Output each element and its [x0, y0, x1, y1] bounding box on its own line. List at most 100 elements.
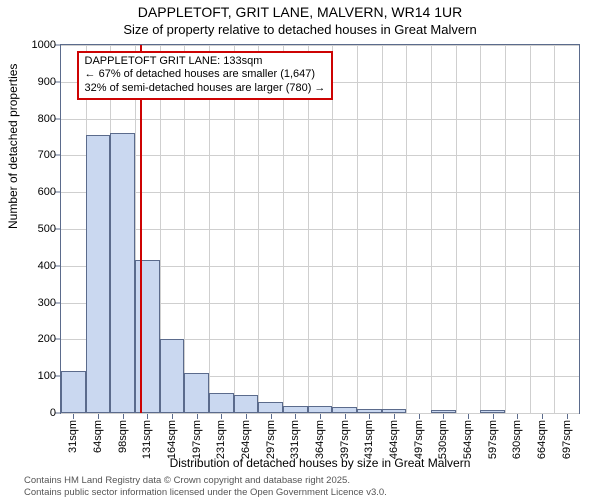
gridline-v — [308, 45, 309, 413]
histogram-bar — [382, 409, 407, 413]
y-tick-label: 900 — [16, 76, 56, 88]
gridline-v — [258, 45, 259, 413]
x-tick — [468, 414, 469, 419]
histogram-bar — [480, 410, 505, 413]
x-tick — [320, 414, 321, 419]
gridline-v — [332, 45, 333, 413]
x-tick-label: 164sqm — [166, 420, 178, 459]
plot-area: DAPPLETOFT GRIT LANE: 133sqm← 67% of det… — [60, 44, 580, 414]
x-tick-label: 131sqm — [141, 420, 153, 459]
y-tick-label: 600 — [16, 186, 56, 198]
gridline-v — [530, 45, 531, 413]
x-tick-label: 564sqm — [462, 420, 474, 459]
annotation-line: ← 67% of detached houses are smaller (1,… — [85, 68, 326, 82]
x-tick-label: 397sqm — [339, 420, 351, 459]
gridline-v — [406, 45, 407, 413]
x-tick — [172, 414, 173, 419]
x-tick — [394, 414, 395, 419]
annotation-line: 32% of semi-detached houses are larger (… — [85, 82, 326, 96]
x-tick-label: 31sqm — [67, 420, 79, 453]
x-tick-label: 697sqm — [561, 420, 573, 459]
histogram-bar — [209, 393, 234, 413]
gridline-h — [61, 155, 579, 156]
x-tick-label: 464sqm — [388, 420, 400, 459]
x-tick — [271, 414, 272, 419]
x-tick-label: 331sqm — [289, 420, 301, 459]
histogram-bar — [160, 339, 185, 413]
y-tick-label: 400 — [16, 260, 56, 272]
histogram-bar — [332, 407, 357, 413]
histogram-bar — [61, 371, 86, 413]
x-tick — [197, 414, 198, 419]
gridline-v — [234, 45, 235, 413]
x-tick — [493, 414, 494, 419]
y-tick-label: 800 — [16, 113, 56, 125]
x-tick — [147, 414, 148, 419]
x-tick-label: 597sqm — [487, 420, 499, 459]
gridline-v — [382, 45, 383, 413]
histogram-bar — [357, 409, 382, 413]
chart-title-sub: Size of property relative to detached ho… — [0, 22, 600, 37]
y-tick-label: 200 — [16, 333, 56, 345]
x-tick — [443, 414, 444, 419]
x-tick-label: 98sqm — [117, 420, 129, 453]
histogram-bar — [135, 260, 160, 413]
chart-title-main: DAPPLETOFT, GRIT LANE, MALVERN, WR14 1UR — [0, 4, 600, 20]
x-tick — [542, 414, 543, 419]
x-tick — [73, 414, 74, 419]
gridline-v — [357, 45, 358, 413]
gridline-v — [283, 45, 284, 413]
property-marker-line — [140, 45, 142, 413]
y-tick-label: 100 — [16, 370, 56, 382]
x-tick-label: 364sqm — [314, 420, 326, 459]
x-tick — [419, 414, 420, 419]
x-tick-label: 630sqm — [511, 420, 523, 459]
y-tick-label: 300 — [16, 297, 56, 309]
y-axis-label: Number of detached properties — [6, 64, 20, 229]
property-histogram: DAPPLETOFT, GRIT LANE, MALVERN, WR14 1UR… — [0, 0, 600, 500]
gridline-v — [480, 45, 481, 413]
x-tick — [567, 414, 568, 419]
histogram-bar — [308, 406, 333, 413]
annotation-box: DAPPLETOFT GRIT LANE: 133sqm← 67% of det… — [77, 51, 334, 100]
histogram-bar — [283, 406, 308, 413]
y-tick-label: 1000 — [16, 39, 56, 51]
x-tick — [517, 414, 518, 419]
histogram-bar — [184, 373, 209, 413]
gridline-v — [209, 45, 210, 413]
x-tick-label: 530sqm — [437, 420, 449, 459]
histogram-bar — [234, 395, 259, 413]
x-tick — [221, 414, 222, 419]
x-tick — [246, 414, 247, 419]
histogram-bar — [110, 133, 135, 413]
gridline-h — [61, 192, 579, 193]
x-tick-label: 231sqm — [215, 420, 227, 459]
gridline-h — [61, 45, 579, 46]
footer-line-1: Contains HM Land Registry data © Crown c… — [24, 475, 387, 486]
gridline-v — [184, 45, 185, 413]
x-tick-label: 64sqm — [92, 420, 104, 453]
x-tick-label: 497sqm — [413, 420, 425, 459]
x-tick-label: 431sqm — [363, 420, 375, 459]
attribution-footer: Contains HM Land Registry data © Crown c… — [24, 475, 387, 498]
x-tick — [98, 414, 99, 419]
x-tick — [295, 414, 296, 419]
histogram-bar — [86, 135, 111, 413]
histogram-bar — [258, 402, 283, 413]
x-tick — [123, 414, 124, 419]
x-tick — [345, 414, 346, 419]
y-tick-label: 700 — [16, 149, 56, 161]
x-tick-label: 664sqm — [536, 420, 548, 459]
gridline-h — [61, 229, 579, 230]
x-tick — [369, 414, 370, 419]
gridline-v — [456, 45, 457, 413]
gridline-v — [554, 45, 555, 413]
gridline-h — [61, 119, 579, 120]
x-tick-label: 197sqm — [191, 420, 203, 459]
gridline-v — [505, 45, 506, 413]
histogram-bar — [431, 410, 456, 413]
x-tick-label: 297sqm — [265, 420, 277, 459]
annotation-line: DAPPLETOFT GRIT LANE: 133sqm — [85, 55, 326, 69]
y-tick-label: 500 — [16, 223, 56, 235]
y-tick-label: 0 — [16, 407, 56, 419]
